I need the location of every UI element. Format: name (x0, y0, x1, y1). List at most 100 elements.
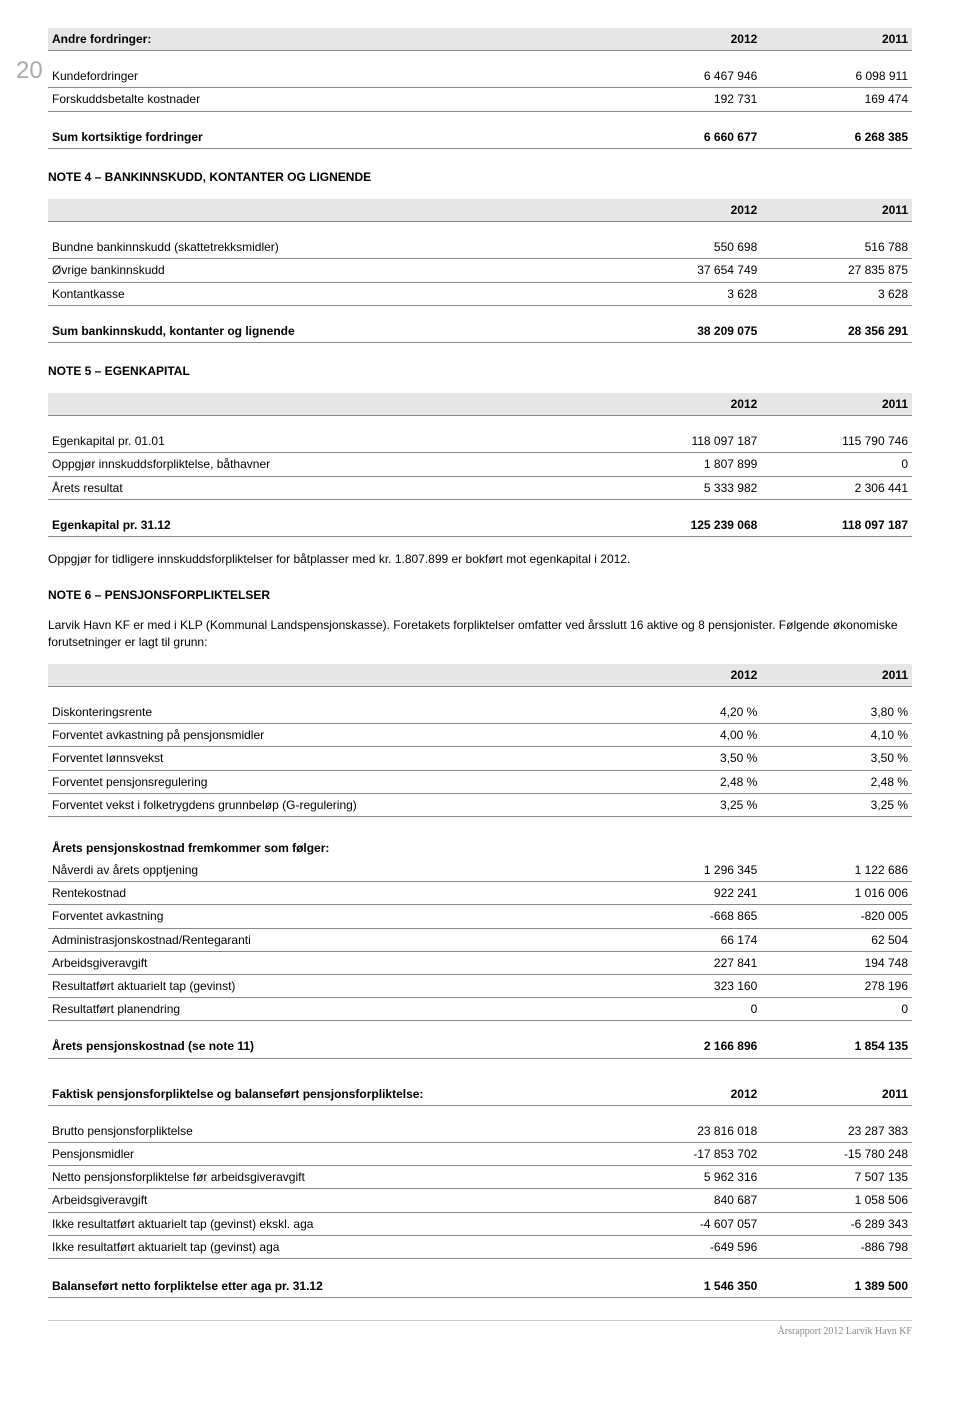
cell-value: 23 816 018 (611, 1120, 762, 1143)
cell-value: -886 798 (761, 1235, 912, 1258)
cell-label: Kundefordringer (48, 65, 611, 88)
col-year: 2012 (611, 28, 762, 51)
note5-title: NOTE 5 – EGENKAPITAL (48, 363, 912, 379)
table-row: Oppgjør innskuddsforpliktelse, båthavner… (48, 453, 912, 476)
cell-label: Arbeidsgiveravgift (48, 951, 611, 974)
cell-value: 118 097 187 (611, 430, 762, 453)
col-year: 2012 (611, 1083, 762, 1106)
cell-label: Oppgjør innskuddsforpliktelse, båthavner (48, 453, 611, 476)
cell-label: Bundne bankinnskudd (skattetrekksmidler) (48, 236, 611, 259)
cell-value: 550 698 (611, 236, 762, 259)
cell-value: 1 016 006 (761, 882, 912, 905)
cell-value: 194 748 (761, 951, 912, 974)
cell-label: Forventet vekst i folketrygdens grunnbel… (48, 793, 611, 816)
cell-value: 23 287 383 (761, 1120, 912, 1143)
table-row: Forventet avkastning -668 865 -820 005 (48, 905, 912, 928)
table-row: Årets resultat 5 333 982 2 306 441 (48, 476, 912, 499)
cell-value: 115 790 746 (761, 430, 912, 453)
cell-value: 28 356 291 (761, 320, 912, 343)
col-year: 2012 (611, 199, 762, 222)
cell-value: 6 268 385 (761, 126, 912, 149)
cell-label: Resultatført aktuarielt tap (gevinst) (48, 975, 611, 998)
table-andre-fordringer: Andre fordringer: 2012 2011 Kundefordrin… (48, 28, 912, 149)
cell-value: 323 160 (611, 975, 762, 998)
table-row: Resultatført planendring 0 0 (48, 998, 912, 1021)
table-row: Administrasjonskostnad/Rentegaranti 66 1… (48, 928, 912, 951)
table-row: Brutto pensjonsforpliktelse 23 816 018 2… (48, 1120, 912, 1143)
cell-value: 6 098 911 (761, 65, 912, 88)
table-row: Øvrige bankinnskudd 37 654 749 27 835 87… (48, 259, 912, 282)
cell-value: 192 731 (611, 88, 762, 111)
cell-value: 2 306 441 (761, 476, 912, 499)
cell-value: -4 607 057 (611, 1212, 762, 1235)
col-year: 2011 (761, 664, 912, 687)
cell-value: -17 853 702 (611, 1142, 762, 1165)
cell-value: 2,48 % (761, 770, 912, 793)
cell-value: 4,20 % (611, 701, 762, 724)
cell-value: 1 122 686 (761, 859, 912, 882)
cell-value: 3,50 % (761, 747, 912, 770)
cell-value: 516 788 (761, 236, 912, 259)
cell-label: Forventet lønnsvekst (48, 747, 611, 770)
col-year: 2012 (611, 393, 762, 416)
cell-label: Arbeidsgiveravgift (48, 1189, 611, 1212)
note6-intro: Larvik Havn KF er med i KLP (Kommunal La… (48, 617, 912, 649)
cell-value: -15 780 248 (761, 1142, 912, 1165)
cell-value: 118 097 187 (761, 514, 912, 537)
cell-label: Årets pensjonskostnad (se note 11) (48, 1035, 611, 1058)
table-row: Ikke resultatført aktuarielt tap (gevins… (48, 1212, 912, 1235)
cell-value: 278 196 (761, 975, 912, 998)
cell-label: Sum kortsiktige fordringer (48, 126, 611, 149)
cell-label: Pensjonsmidler (48, 1142, 611, 1165)
cell-value: 1 058 506 (761, 1189, 912, 1212)
cell-value: 3,50 % (611, 747, 762, 770)
note5-paragraph: Oppgjør for tidligere innskuddsforplikte… (48, 551, 912, 567)
cell-value: 4,10 % (761, 724, 912, 747)
cell-label: Diskonteringsrente (48, 701, 611, 724)
cell-label: Egenkapital pr. 01.01 (48, 430, 611, 453)
cell-value: 3,25 % (611, 793, 762, 816)
cell-label: Balanseført netto forpliktelse etter aga… (48, 1275, 611, 1298)
cell-label: Forskuddsbetalte kostnader (48, 88, 611, 111)
cell-value: 4,00 % (611, 724, 762, 747)
liab-subtitle: Faktisk pensjonsforpliktelse og balansef… (48, 1083, 611, 1106)
cell-label: Kontantkasse (48, 282, 611, 305)
table-row: Forventet lønnsvekst 3,50 % 3,50 % (48, 747, 912, 770)
table-row: Arbeidsgiveravgift 227 841 194 748 (48, 951, 912, 974)
cell-value: 922 241 (611, 882, 762, 905)
table-row: Nåverdi av årets opptjening 1 296 345 1 … (48, 859, 912, 882)
cell-value: 3 628 (761, 282, 912, 305)
cell-label: Ikke resultatført aktuarielt tap (gevins… (48, 1212, 611, 1235)
cell-value: 27 835 875 (761, 259, 912, 282)
cell-value: 1 546 350 (611, 1275, 762, 1298)
col-year: 2011 (761, 199, 912, 222)
cell-value: 0 (761, 453, 912, 476)
table-row: Netto pensjonsforpliktelse før arbeidsgi… (48, 1166, 912, 1189)
cell-label: Ikke resultatført aktuarielt tap (gevins… (48, 1235, 611, 1258)
cell-label: Egenkapital pr. 31.12 (48, 514, 611, 537)
table-sum-row: Balanseført netto forpliktelse etter aga… (48, 1275, 912, 1298)
cell-label: Nåverdi av årets opptjening (48, 859, 611, 882)
cell-value: 3,80 % (761, 701, 912, 724)
table-row: Forventet vekst i folketrygdens grunnbel… (48, 793, 912, 816)
cell-label: Forventet pensjonsregulering (48, 770, 611, 793)
table-row: Pensjonsmidler -17 853 702 -15 780 248 (48, 1142, 912, 1165)
table-note6-assumptions: 2012 2011 Diskonteringsrente 4,20 % 3,80… (48, 664, 912, 1298)
cell-value: 37 654 749 (611, 259, 762, 282)
table-row: Egenkapital pr. 01.01 118 097 187 115 79… (48, 430, 912, 453)
cell-label: Netto pensjonsforpliktelse før arbeidsgi… (48, 1166, 611, 1189)
cell-value: 1 389 500 (761, 1275, 912, 1298)
cell-value: -649 596 (611, 1235, 762, 1258)
cell-value: 2 166 896 (611, 1035, 762, 1058)
cell-value: 5 962 316 (611, 1166, 762, 1189)
section-title: Andre fordringer: (48, 28, 611, 51)
cell-value: -668 865 (611, 905, 762, 928)
col-year: 2012 (611, 664, 762, 687)
table-row: Kundefordringer 6 467 946 6 098 911 (48, 65, 912, 88)
note6-title: NOTE 6 – PENSJONSFORPLIKTELSER (48, 587, 912, 603)
table-note5: 2012 2011 Egenkapital pr. 01.01 118 097 … (48, 393, 912, 537)
cell-value: -6 289 343 (761, 1212, 912, 1235)
cell-label: Forventet avkastning på pensjonsmidler (48, 724, 611, 747)
table-sum-row: Egenkapital pr. 31.12 125 239 068 118 09… (48, 514, 912, 537)
cell-value: 227 841 (611, 951, 762, 974)
